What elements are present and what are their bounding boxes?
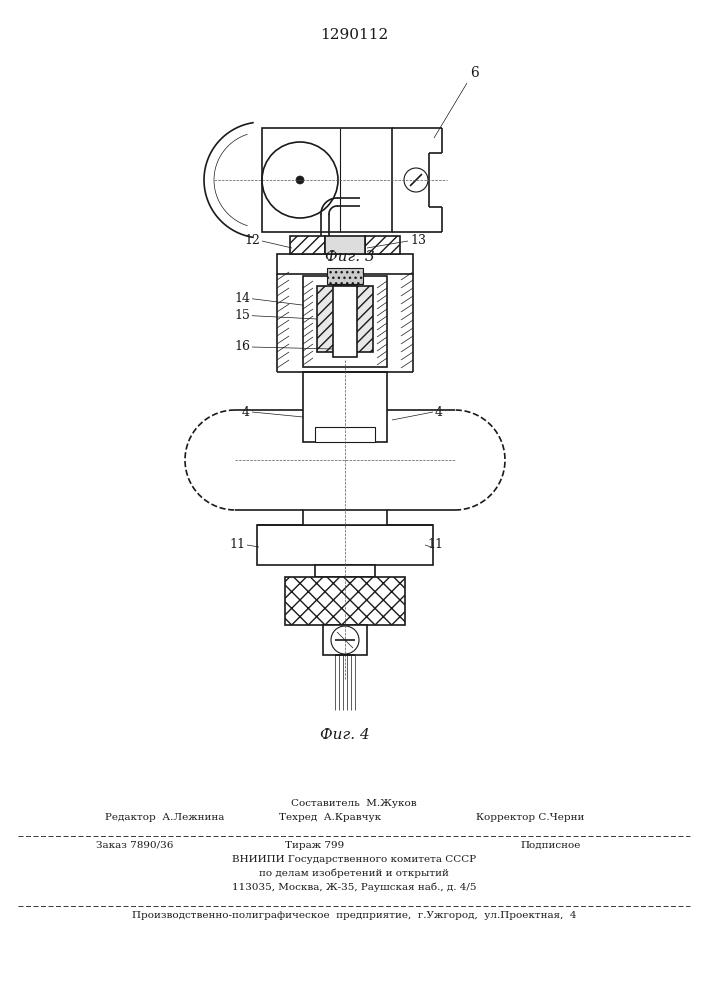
Text: Техред  А.Кравчук: Техред А.Кравчук [279, 813, 381, 822]
Text: 6: 6 [470, 66, 479, 80]
Bar [285, 577, 405, 625]
Text: 14: 14 [234, 292, 250, 305]
Text: Подписное: Подписное [520, 841, 580, 850]
Bar [333, 286, 357, 357]
Text: Редактор  А.Лежнина: Редактор А.Лежнина [105, 813, 224, 822]
Bar [303, 510, 387, 525]
Bar [317, 286, 373, 352]
Bar [315, 427, 375, 442]
Text: Фиг. 4: Фиг. 4 [320, 728, 370, 742]
Bar [315, 565, 375, 577]
Bar [303, 276, 387, 367]
Text: 4: 4 [242, 406, 250, 418]
Text: Производственно-полиграфическое  предприятие,  г.Ужгород,  ул.Проектная,  4: Производственно-полиграфическое предприя… [132, 911, 576, 920]
Text: ВНИИПИ Государственного комитета СССР: ВНИИПИ Государственного комитета СССР [232, 855, 476, 864]
Text: 4: 4 [435, 406, 443, 418]
Text: 15: 15 [234, 309, 250, 322]
Text: 1290112: 1290112 [320, 28, 388, 42]
Bar [323, 625, 367, 655]
Text: Составитель  М.Жуков: Составитель М.Жуков [291, 799, 417, 808]
Text: Тираж 799: Тираж 799 [286, 841, 344, 850]
Text: 11: 11 [229, 538, 245, 552]
Bar [290, 236, 325, 254]
Bar [327, 268, 363, 284]
Bar [277, 254, 413, 274]
Text: 16: 16 [234, 340, 250, 354]
Bar [365, 236, 400, 254]
Text: по делам изобретений и открытий: по делам изобретений и открытий [259, 868, 449, 878]
Text: Корректор С.Черни: Корректор С.Черни [476, 813, 584, 822]
Bar [325, 236, 365, 254]
Text: Фиг. 3: Фиг. 3 [325, 250, 375, 264]
Bar [262, 128, 392, 232]
Text: 11: 11 [427, 538, 443, 552]
Text: 12: 12 [244, 234, 260, 247]
Bar [303, 372, 387, 442]
Text: 13: 13 [410, 234, 426, 247]
Circle shape [296, 176, 304, 184]
Text: Заказ 7890/36: Заказ 7890/36 [96, 841, 173, 850]
Text: 113035, Москва, Ж-35, Раушская наб., д. 4/5: 113035, Москва, Ж-35, Раушская наб., д. … [232, 882, 477, 892]
Bar [257, 525, 433, 565]
